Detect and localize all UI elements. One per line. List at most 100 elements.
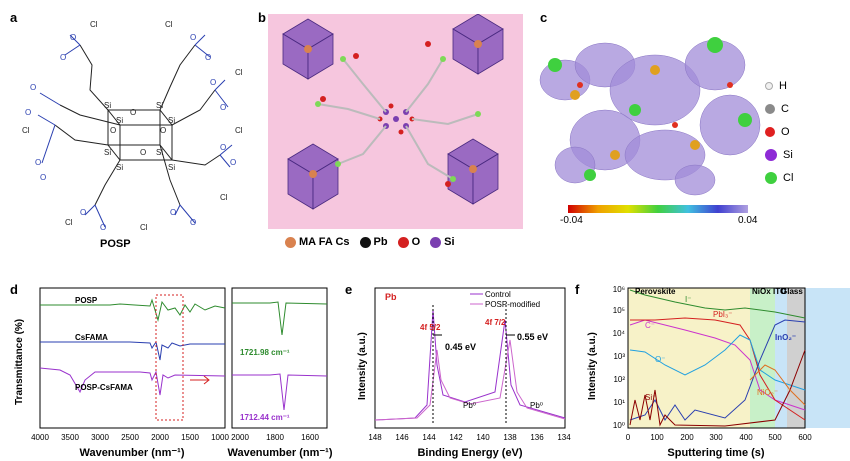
cl-atom-icon [765, 172, 777, 184]
svg-text:Cl: Cl [140, 223, 148, 232]
shift-045: 0.45 eV [445, 342, 476, 352]
tick-r-1800: 1800 [266, 433, 284, 442]
label-nio: NiO₂⁻ [757, 388, 778, 397]
tick-2500: 2500 [121, 433, 139, 442]
xtick-300: 300 [709, 433, 723, 442]
atom-c-label: C [781, 103, 789, 115]
xps-ticks: 148 146 144 142 140 138 136 134 [368, 433, 571, 442]
xtick-200: 200 [680, 433, 694, 442]
xtick-136: 136 [530, 433, 544, 442]
xtick-0: 0 [626, 433, 631, 442]
xtick-134: 134 [557, 433, 571, 442]
xps-chart: Intensity (a.u.) Pb Control POSP-modifie… [357, 287, 571, 459]
atom-h: H [765, 80, 793, 92]
svg-text:Si: Si [104, 148, 111, 157]
xps-element: Pb [385, 292, 397, 302]
c-atom-icon [765, 104, 775, 114]
ftir-zoom-posp-csfama-line [232, 373, 328, 411]
arrow-right-icon [190, 375, 210, 385]
region-label-ito: ITO [773, 287, 786, 296]
ytick-5: 10⁵ [613, 306, 625, 315]
xps-ylabel: Intensity (a.u.) [357, 332, 368, 400]
esp-colorbar [568, 205, 748, 213]
panel-f-letter: f [575, 282, 580, 297]
ytick-0: 10⁰ [613, 421, 625, 430]
ytick-4: 10⁴ [613, 329, 626, 338]
ytick-6: 10⁶ [613, 285, 625, 294]
svg-text:O: O [220, 143, 226, 152]
svg-text:Cl: Cl [165, 20, 173, 29]
svg-text:O: O [100, 223, 106, 232]
svg-text:Cl: Cl [235, 126, 243, 135]
ftir-chart: Transmittance (%) POSP CsFAMA POSP-CsFAM… [14, 287, 333, 459]
tofsims-xlabel: Sputtering time (s) [667, 447, 765, 459]
svg-text:O: O [80, 208, 86, 217]
tick-1500: 1500 [181, 433, 199, 442]
ftir-xlabel-right: Wavenumber (nm⁻¹) [227, 447, 332, 459]
svg-text:O: O [30, 83, 36, 92]
trace-i [629, 289, 806, 319]
svg-text:O: O [220, 103, 226, 112]
xtick-148: 148 [368, 433, 382, 442]
ftir-label-posp: POSP [75, 296, 98, 305]
svg-text:Cl: Cl [220, 193, 228, 202]
xtick-146: 146 [395, 433, 409, 442]
panel-d-letter: d [10, 282, 18, 297]
perovskite-interaction-image [268, 13, 523, 229]
svg-text:O: O [130, 108, 136, 117]
svg-text:O: O [230, 158, 236, 167]
atom-c: C [765, 103, 793, 115]
ftir-label-posp-csfama: POSP-CsFAMA [75, 383, 133, 392]
legend-pb-label: Pb [373, 236, 388, 248]
ftir-csfama-line [40, 340, 225, 361]
xtick-144: 144 [422, 433, 436, 442]
region-glass-band [787, 288, 805, 428]
ftir-highlight-box [155, 294, 184, 421]
svg-text:Cl: Cl [90, 20, 98, 29]
tofsims-chart: Intensity (a.u.) Perovskite NiOx ITO Gla… [587, 285, 850, 459]
trace-si [629, 349, 806, 427]
legend-mafacs-label: MA FA Cs [299, 236, 350, 248]
svg-text:O: O [35, 158, 41, 167]
svg-text:Si: Si [116, 163, 123, 172]
region-perovskite [628, 288, 750, 428]
svg-text:O: O [190, 218, 196, 227]
si-atom-icon [430, 236, 442, 248]
xps-frame [374, 287, 566, 429]
shift-055: 0.55 eV [517, 332, 548, 342]
svg-text:Si: Si [156, 148, 163, 157]
atom-si-label: Si [783, 149, 793, 161]
svg-text:O: O [170, 208, 176, 217]
legend-o: O [397, 236, 420, 248]
tick-3500: 3500 [61, 433, 79, 442]
label-ino: InO₂⁻ [775, 333, 796, 342]
region-label-perovskite: Perovskite [635, 287, 676, 296]
pb0-b: Pb⁰ [530, 401, 543, 410]
svg-text:O: O [60, 53, 66, 62]
xps-control-line [374, 309, 566, 421]
ftir-peak-2: 1712.44 cm⁻¹ [240, 413, 290, 422]
trace-c [629, 319, 806, 411]
panel-e-letter: e [345, 282, 353, 297]
o-atom-icon [765, 127, 775, 137]
label-o: O⁻ [655, 355, 665, 364]
region-label-glass: Glass [781, 287, 803, 296]
atom-h-label: H [779, 80, 787, 92]
svg-text:Si: Si [104, 101, 111, 110]
svg-text:O: O [25, 108, 31, 117]
ftir-ylabel: Transmittance (%) [14, 319, 25, 405]
posp-caption: POSP [100, 238, 131, 250]
panel-c-atom-legend: H C O Si Cl [765, 80, 793, 184]
esp-map-image [539, 37, 761, 196]
o-atom-icon [397, 236, 409, 248]
panel-b-legend: MA FA Cs Pb O Si [285, 236, 455, 248]
panel-b-letter: b [258, 10, 266, 25]
atom-o: O [765, 126, 793, 138]
region-label-niox: NiOx [752, 287, 771, 296]
pb0-a: Pb⁰ [463, 401, 476, 410]
legend-posp: POSP-modified [485, 300, 540, 309]
tick-r-2000: 2000 [231, 433, 249, 442]
ftir-right-ticks: 2000 1800 1600 [231, 433, 319, 442]
atom-cl-label: Cl [783, 172, 794, 184]
